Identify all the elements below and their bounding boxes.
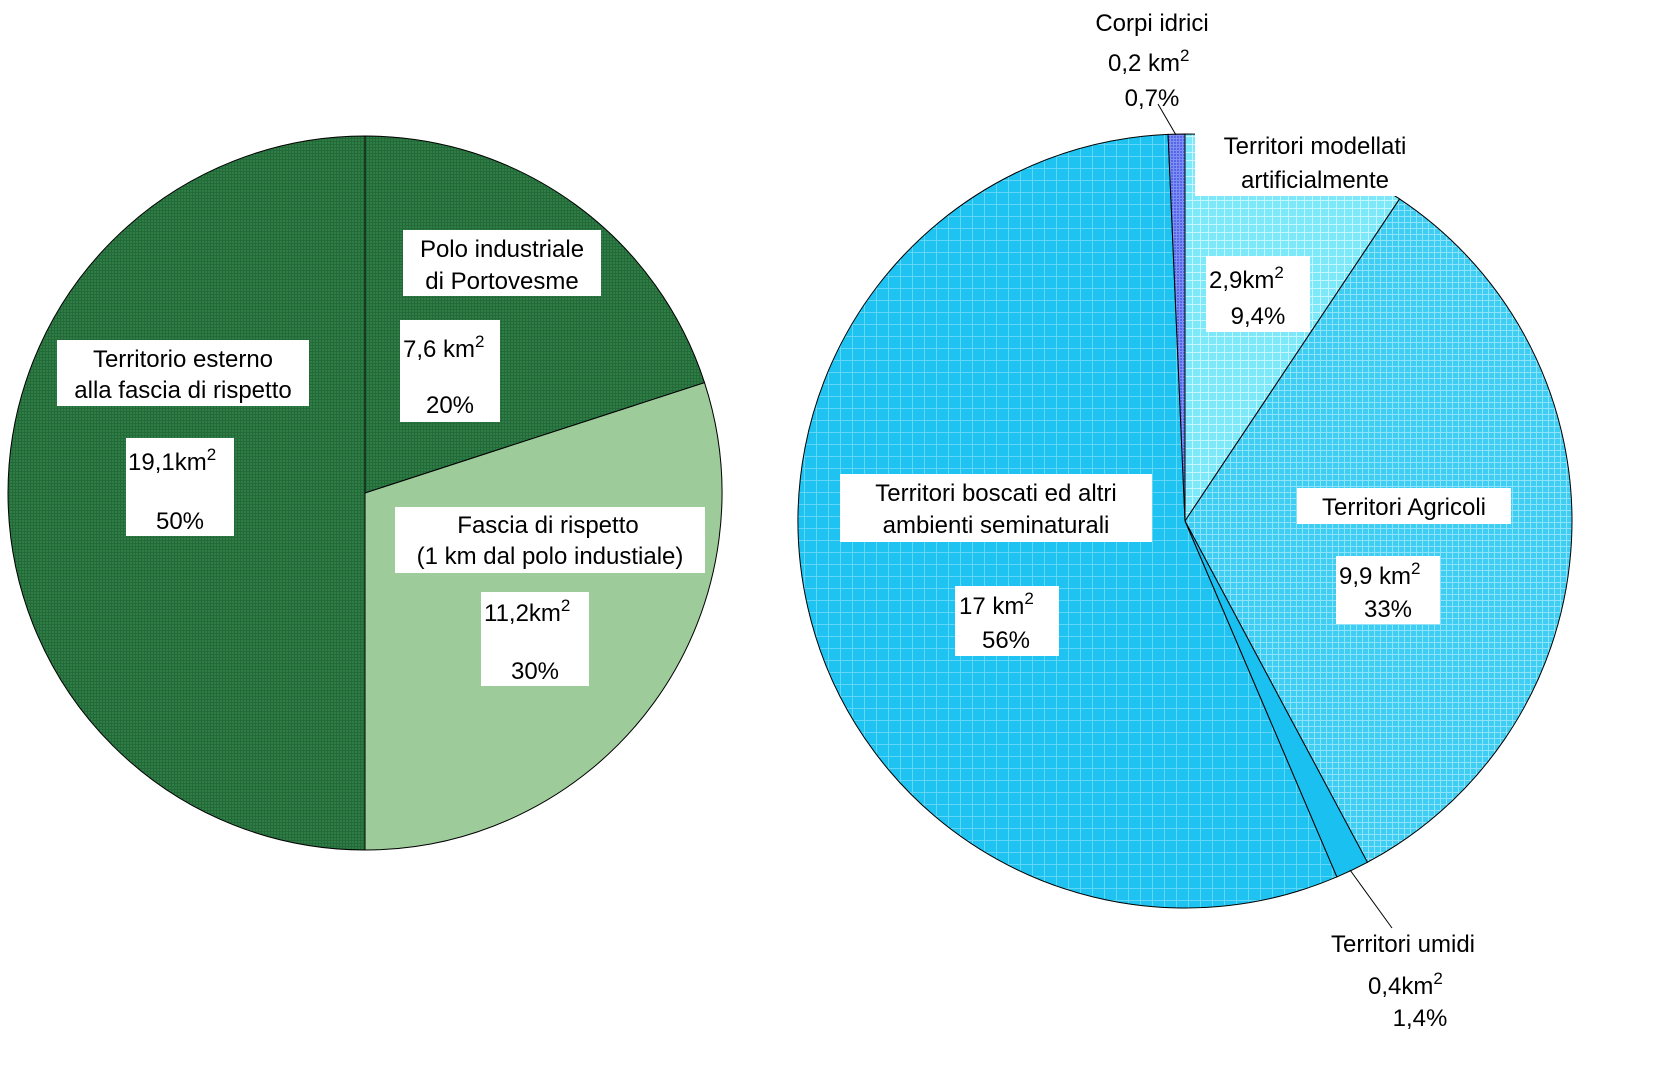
label-polo-line-2: di Portovesme — [425, 268, 578, 295]
value-corpi-idrici: 0,2 km2 — [1108, 46, 1190, 77]
value-corpi-text: 0,2 km — [1108, 50, 1180, 77]
label-polo-line-1: Polo industriale — [420, 236, 584, 263]
label-agricoli-name: Territori Agricoli — [1322, 494, 1486, 521]
value-territori-modellati: 2,9km2 — [1209, 263, 1284, 294]
percent-territori-agricoli: 33% — [1364, 596, 1412, 623]
label-fascia-line-2: (1 km dal polo industiale) — [417, 543, 684, 570]
value-umidi-text: 0,4km — [1368, 973, 1433, 1000]
label-territori-boscati: Territori boscati ed altri ambienti semi… — [840, 474, 1152, 656]
percent-territori-modellati: 9,4% — [1231, 303, 1286, 330]
label-umidi-name: Territori umidi — [1331, 931, 1475, 958]
label-territori-umidi: Territori umidi 0,4km2 1,4% — [1331, 931, 1475, 1032]
label-boscati-line-1: Territori boscati ed altri — [875, 480, 1116, 507]
value-boscati-text: 17 km — [959, 593, 1024, 620]
pie-chart-left: Polo industriale di Portovesme 7,6 km2 2… — [7, 135, 723, 851]
label-territorio-esterno: Territorio esterno alla fascia di rispet… — [57, 340, 309, 536]
label-modellati-line-2: artificialmente — [1241, 167, 1389, 194]
percent-polo-industriale: 20% — [426, 392, 474, 419]
value-polo-text: 7,6 km — [403, 336, 475, 363]
label-boscati-line-2: ambienti seminaturali — [883, 512, 1110, 539]
value-esterno-text: 19,1km — [128, 449, 207, 476]
label-esterno-line-2: alla fascia di rispetto — [74, 377, 291, 404]
slice-corpi-idrici — [1167, 133, 1186, 522]
value-modellati-text: 2,9km — [1209, 267, 1274, 294]
label-esterno-line-1: Territorio esterno — [93, 346, 273, 373]
leader-line-territori-umidi — [1349, 869, 1393, 929]
value-territori-umidi: 0,4km2 — [1368, 969, 1443, 1000]
label-fascia-line-1: Fascia di rispetto — [457, 512, 638, 539]
value-territorio-esterno: 19,1km2 — [128, 445, 216, 476]
label-territori-agricoli: Territori Agricoli 9,9 km2 33% — [1297, 488, 1511, 624]
label-fascia-di-rispetto: Fascia di rispetto (1 km dal polo indust… — [395, 507, 705, 686]
label-corpi-idrici-name: Corpi idrici — [1095, 10, 1208, 37]
label-corpi-idrici: Corpi idrici 0,2 km2 0,7% — [1095, 10, 1208, 112]
value-agricoli-text: 9,9 km — [1339, 563, 1411, 590]
pie-chart-right: Corpi idrici 0,2 km2 0,7% Territori mode… — [797, 10, 1573, 1032]
percent-territori-umidi: 1,4% — [1393, 1005, 1448, 1032]
percent-fascia-di-rispetto: 30% — [511, 658, 559, 685]
label-modellati-line-1: Territori modellati — [1224, 133, 1407, 160]
value-polo-industriale: 7,6 km2 — [403, 332, 485, 363]
label-territori-modellati: Territori modellati artificialmente 2,9k… — [1195, 128, 1435, 332]
slice-territori-agricoli — [1184, 198, 1573, 863]
percent-territori-boscati: 56% — [982, 627, 1030, 654]
value-territori-boscati: 17 km2 — [959, 589, 1034, 620]
value-territori-agricoli: 9,9 km2 — [1339, 559, 1421, 590]
percent-corpi-idrici: 0,7% — [1125, 85, 1180, 112]
value-fascia-text: 11,2km — [484, 600, 561, 627]
label-polo-industriale: Polo industriale di Portovesme 7,6 km2 2… — [400, 230, 601, 422]
value-fascia-di-rispetto: 11,2km2 — [484, 596, 570, 627]
percent-territorio-esterno: 50% — [156, 508, 204, 535]
leader-line-corpi-idrici — [1157, 103, 1177, 136]
